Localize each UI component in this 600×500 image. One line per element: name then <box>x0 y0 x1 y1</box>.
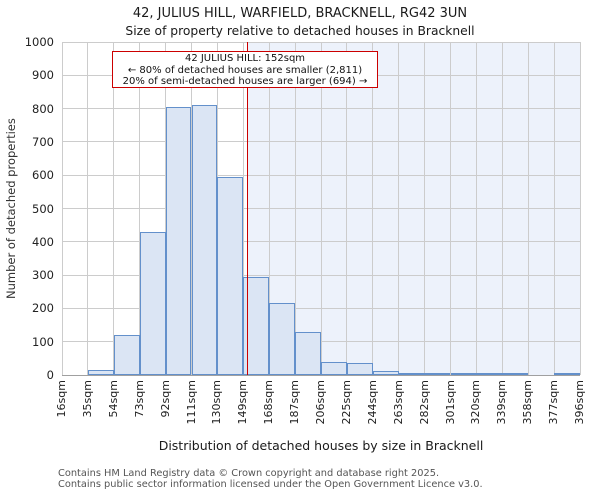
y-tick-label: 500 <box>32 201 54 216</box>
grid-line-horizontal <box>62 141 580 143</box>
grid-line-horizontal <box>62 341 580 343</box>
histogram-bar <box>346 363 373 375</box>
x-tick-label: 225sqm <box>339 380 353 425</box>
y-tick-label: 600 <box>32 168 54 183</box>
y-tick-label: 400 <box>32 234 54 249</box>
x-tick-label: 358sqm <box>521 380 535 425</box>
property-size-marker-line <box>246 42 249 375</box>
histogram-bar <box>87 370 114 375</box>
x-tick-label: 73sqm <box>132 380 146 418</box>
x-tick-label: 130sqm <box>210 380 224 425</box>
y-tick-label: 900 <box>32 68 54 83</box>
grid-line-horizontal <box>62 41 580 43</box>
histogram-bar <box>295 331 321 375</box>
x-tick-label: 396sqm <box>573 380 586 425</box>
grid-line-vertical <box>579 42 581 375</box>
histogram-bar <box>269 303 296 375</box>
histogram-bar <box>113 335 140 375</box>
y-tick-label: 800 <box>32 101 54 116</box>
y-tick-label: 300 <box>32 268 54 283</box>
grid-line-horizontal <box>62 274 580 276</box>
grid-line-horizontal <box>62 174 580 176</box>
histogram-bar <box>321 361 347 375</box>
chart-subtitle: Size of property relative to detached ho… <box>125 24 475 38</box>
x-axis-line <box>62 374 580 376</box>
y-tick-label: 0 <box>46 368 54 382</box>
x-tick-label: 301sqm <box>443 380 457 425</box>
x-tick-label: 263sqm <box>391 380 405 425</box>
grid-line-horizontal <box>62 307 580 309</box>
x-tick-label: 244sqm <box>365 380 379 425</box>
histogram-bar <box>165 106 192 375</box>
histogram-bar <box>372 371 399 375</box>
x-tick-label: 54sqm <box>106 380 120 418</box>
annotation-box: 42 JULIUS HILL: 152sqm ← 80% of detached… <box>112 51 378 88</box>
chart-title: 42, JULIUS HILL, WARFIELD, BRACKNELL, RG… <box>132 6 468 21</box>
x-tick-label: 111sqm <box>184 380 198 425</box>
grid-line-horizontal <box>62 241 580 243</box>
annotation-line-2: ← 80% of detached houses are smaller (2,… <box>127 64 363 76</box>
x-tick-label: 282sqm <box>417 380 431 425</box>
grid-line-horizontal <box>62 108 580 110</box>
histogram-bar <box>217 176 244 375</box>
x-tick-label: 339sqm <box>495 380 509 425</box>
grid-line-horizontal <box>62 208 580 209</box>
annotation-line-1: 42 JULIUS HILL: 152sqm <box>184 53 306 64</box>
footer-line-1: Contains HM Land Registry data © Crown c… <box>58 468 440 479</box>
x-tick-label: 16sqm <box>55 380 68 418</box>
histogram-bar <box>191 105 218 375</box>
footer-line-2: Contains public sector information licen… <box>58 479 483 490</box>
y-tick-label: 700 <box>32 134 54 149</box>
annotation-line-3: 20% of semi-detached houses are larger (… <box>122 76 368 88</box>
x-tick-label: 377sqm <box>547 380 561 425</box>
x-tick-label: 149sqm <box>236 380 250 425</box>
y-tick-label: 100 <box>32 334 54 349</box>
x-tick-label: 35sqm <box>80 380 94 418</box>
histogram-bar <box>139 231 166 375</box>
plot-area: 42 JULIUS HILL: 152sqm ← 80% of detached… <box>61 41 581 376</box>
x-tick-label: 92sqm <box>158 380 172 418</box>
x-tick-label: 320sqm <box>469 380 483 425</box>
y-tick-label: 1000 <box>24 35 54 49</box>
x-tick-label: 206sqm <box>314 380 327 425</box>
x-tick-label: 187sqm <box>288 380 302 425</box>
x-axis-label: Distribution of detached houses by size … <box>158 438 484 453</box>
x-tick-label: 168sqm <box>262 380 276 425</box>
y-tick-label: 200 <box>32 301 54 316</box>
